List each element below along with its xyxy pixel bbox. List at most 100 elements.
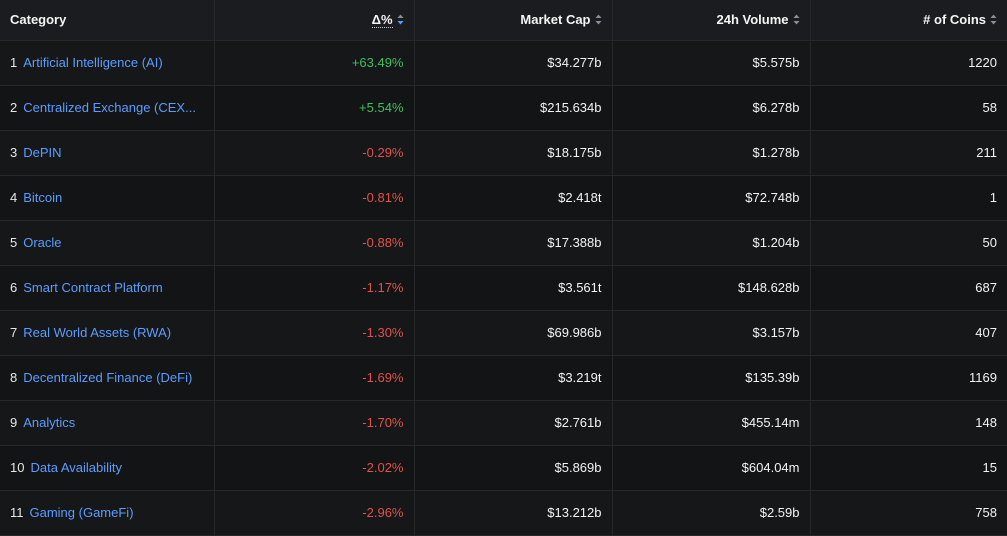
- rank-number: 7: [10, 325, 18, 340]
- volume-value: $1.204b: [612, 220, 811, 266]
- category-link[interactable]: Bitcoin: [23, 190, 63, 205]
- table-row: 8 Decentralized Finance (DeFi) -1.69% $3.…: [0, 355, 1007, 401]
- delta-value: -1.17%: [214, 265, 415, 311]
- rank-number: 4: [10, 190, 18, 205]
- volume-value: $148.628b: [612, 265, 811, 311]
- delta-header-label: Δ%: [371, 12, 393, 29]
- rank-number: 11: [10, 505, 24, 520]
- volume-value: $5.575b: [612, 40, 811, 86]
- category-cell: 7 Real World Assets (RWA): [0, 310, 215, 356]
- rank-number: 3: [10, 145, 18, 160]
- delta-value: -1.70%: [214, 400, 415, 446]
- rank-number: 6: [10, 280, 18, 295]
- coins-count: 758: [810, 490, 1007, 536]
- coins-count: 687: [810, 265, 1007, 311]
- market-cap-value: $2.761b: [414, 400, 613, 446]
- market-cap-value: $17.388b: [414, 220, 613, 266]
- category-cell: 4 Bitcoin: [0, 175, 215, 221]
- delta-value: -2.96%: [214, 490, 415, 536]
- table-row: 6 Smart Contract Platform -1.17% $3.561t …: [0, 265, 1007, 311]
- market-cap-value: $18.175b: [414, 130, 613, 176]
- rank-number: 10: [10, 460, 25, 475]
- category-link[interactable]: Gaming (GameFi): [29, 505, 134, 520]
- market-cap-header-label: Market Cap: [520, 12, 591, 28]
- coins-count: 58: [810, 85, 1007, 131]
- rank-number: 5: [10, 235, 18, 250]
- sort-icon: [793, 14, 800, 25]
- category-link[interactable]: Analytics: [23, 415, 76, 430]
- category-link[interactable]: Centralized Exchange (CEX...: [23, 100, 196, 115]
- coins-count: 1220: [810, 40, 1007, 86]
- sort-descending-icon: [397, 14, 404, 25]
- market-cap-value: $34.277b: [414, 40, 613, 86]
- category-cell: 5 Oracle: [0, 220, 215, 266]
- category-cell: 9 Analytics: [0, 400, 215, 446]
- table-row: 3 DePIN -0.29% $18.175b $1.278b 211: [0, 130, 1007, 176]
- volume-value: $1.278b: [612, 130, 811, 176]
- coins-column-header[interactable]: # of Coins: [810, 0, 1007, 41]
- volume-value: $72.748b: [612, 175, 811, 221]
- market-cap-column-header[interactable]: Market Cap: [414, 0, 613, 41]
- volume-value: $135.39b: [612, 355, 811, 401]
- delta-value: +63.49%: [214, 40, 415, 86]
- sort-icon: [595, 14, 602, 25]
- market-cap-value: $2.418t: [414, 175, 613, 221]
- table-row: 11 Gaming (GameFi) -2.96% $13.212b $2.59b…: [0, 490, 1007, 536]
- coins-count: 1169: [810, 355, 1007, 401]
- category-cell: 2 Centralized Exchange (CEX...: [0, 85, 215, 131]
- delta-value: -2.02%: [214, 445, 415, 491]
- category-cell: 6 Smart Contract Platform: [0, 265, 215, 311]
- rank-number: 8: [10, 370, 18, 385]
- volume-value: $455.14m: [612, 400, 811, 446]
- market-cap-value: $13.212b: [414, 490, 613, 536]
- rank-number: 1: [10, 55, 18, 70]
- category-link[interactable]: Artificial Intelligence (AI): [23, 55, 163, 70]
- delta-value: -0.88%: [214, 220, 415, 266]
- category-cell: 1 Artificial Intelligence (AI): [0, 40, 215, 86]
- table-row: 5 Oracle -0.88% $17.388b $1.204b 50: [0, 220, 1007, 266]
- table-row: 1 Artificial Intelligence (AI) +63.49% $3…: [0, 40, 1007, 86]
- category-link[interactable]: Oracle: [23, 235, 62, 250]
- table-row: 7 Real World Assets (RWA) -1.30% $69.986b…: [0, 310, 1007, 356]
- delta-column-header[interactable]: Δ%: [214, 0, 415, 41]
- rank-number: 9: [10, 415, 18, 430]
- category-link[interactable]: Smart Contract Platform: [23, 280, 163, 295]
- coins-count: 50: [810, 220, 1007, 266]
- table-row: 4 Bitcoin -0.81% $2.418t $72.748b 1: [0, 175, 1007, 221]
- delta-value: -0.81%: [214, 175, 415, 221]
- category-cell: 8 Decentralized Finance (DeFi): [0, 355, 215, 401]
- category-cell: 11 Gaming (GameFi): [0, 490, 215, 536]
- delta-value: +5.54%: [214, 85, 415, 131]
- volume-value: $6.278b: [612, 85, 811, 131]
- coins-count: 1: [810, 175, 1007, 221]
- market-cap-value: $3.561t: [414, 265, 613, 311]
- coins-count: 148: [810, 400, 1007, 446]
- coins-count: 15: [810, 445, 1007, 491]
- volume-value: $2.59b: [612, 490, 811, 536]
- table-row: 10 Data Availability -2.02% $5.869b $604.…: [0, 445, 1007, 491]
- coins-count: 407: [810, 310, 1007, 356]
- category-cell: 3 DePIN: [0, 130, 215, 176]
- market-cap-value: $215.634b: [414, 85, 613, 131]
- category-column-header: Category: [0, 0, 215, 41]
- volume-value: $604.04m: [612, 445, 811, 491]
- category-header-label: Category: [10, 12, 67, 28]
- market-cap-value: $3.219t: [414, 355, 613, 401]
- table-row: 9 Analytics -1.70% $2.761b $455.14m 148: [0, 400, 1007, 446]
- delta-value: -1.30%: [214, 310, 415, 356]
- category-link[interactable]: Real World Assets (RWA): [23, 325, 172, 340]
- table-row: 2 Centralized Exchange (CEX... +5.54% $21…: [0, 85, 1007, 131]
- delta-value: -0.29%: [214, 130, 415, 176]
- coins-header-label: # of Coins: [923, 12, 986, 28]
- volume-header-label: 24h Volume: [716, 12, 789, 28]
- rank-number: 2: [10, 100, 18, 115]
- sort-icon: [990, 14, 997, 25]
- delta-value: -1.69%: [214, 355, 415, 401]
- market-cap-value: $5.869b: [414, 445, 613, 491]
- category-link[interactable]: Decentralized Finance (DeFi): [23, 370, 193, 385]
- category-link[interactable]: Data Availability: [30, 460, 123, 475]
- volume-column-header[interactable]: 24h Volume: [612, 0, 811, 41]
- table-header-row: Category Δ% Market Cap 24h Volume # of C…: [0, 0, 1007, 41]
- category-link[interactable]: DePIN: [23, 145, 62, 160]
